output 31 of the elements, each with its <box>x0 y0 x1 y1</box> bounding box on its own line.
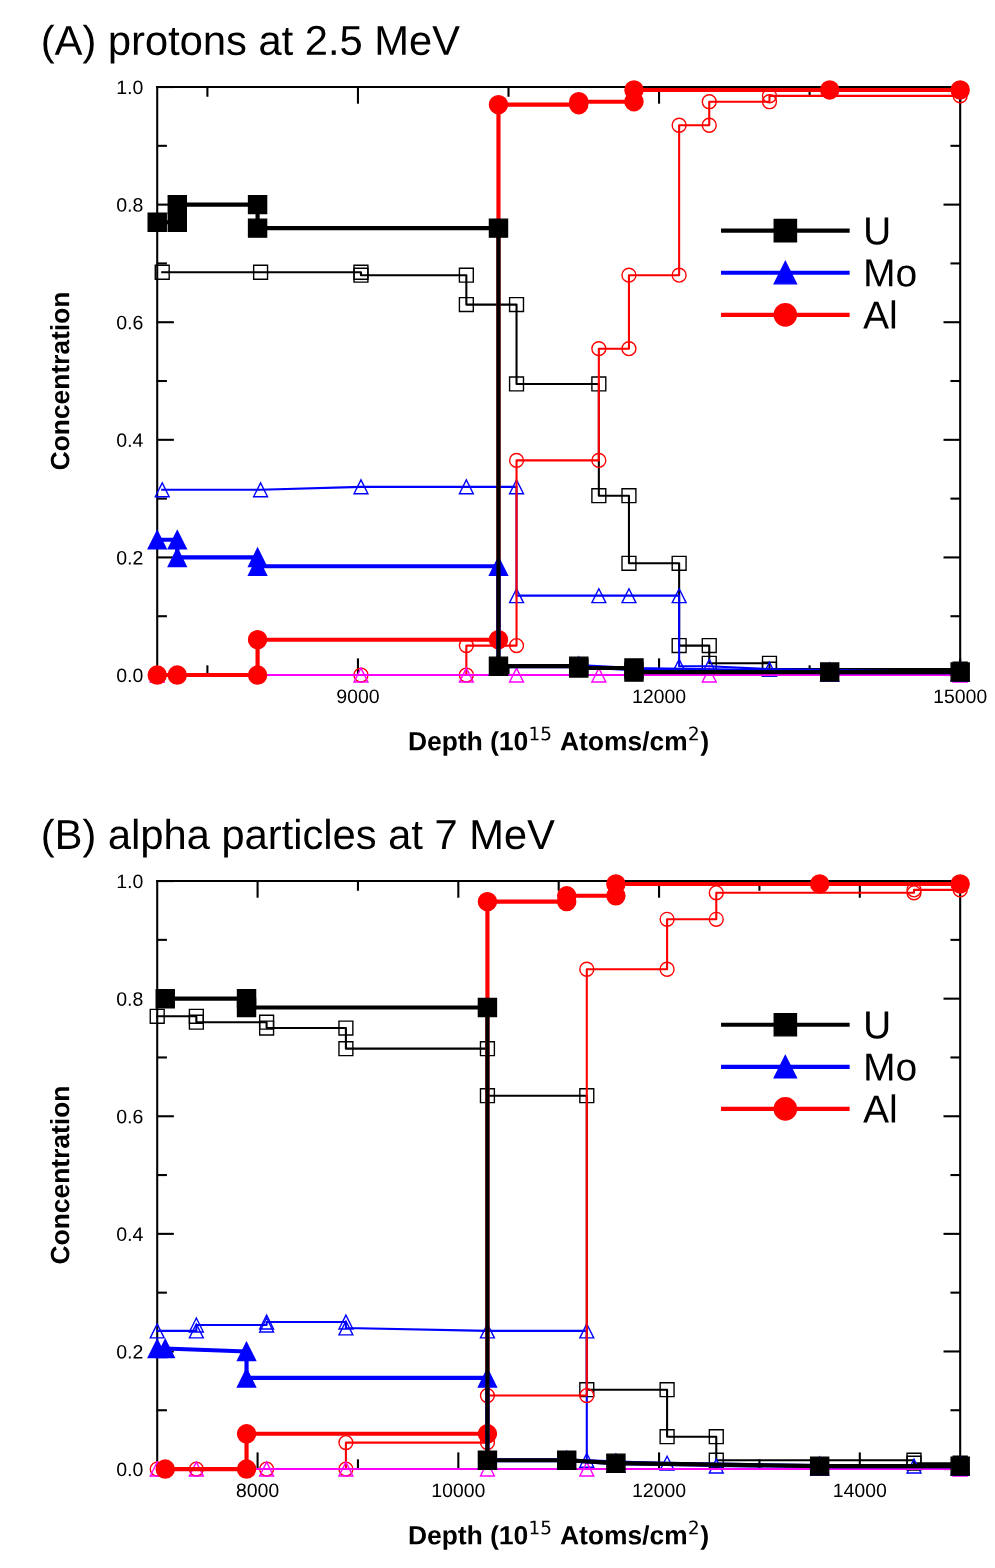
y-tick-label: 0.2 <box>117 1344 143 1359</box>
y-tick-label: 1.0 <box>117 80 143 95</box>
y-tick-label: 0.8 <box>117 198 143 212</box>
legend-label: Al <box>863 1094 896 1123</box>
x-tick-label: 9000 <box>337 689 379 704</box>
legend-label: U <box>866 1011 889 1039</box>
x-tick-label: 15000 <box>934 689 987 704</box>
legend-label: Mo <box>866 1053 916 1081</box>
y-tick-label: 0.6 <box>117 315 143 330</box>
y-axis-title: Concentration <box>50 293 70 470</box>
x-tick-label: 12000 <box>633 689 686 704</box>
x-axis-title: Depth (10$^{15}$ Atoms/cm$^{2}$) <box>409 726 708 756</box>
y-tick-label: 0.0 <box>117 1462 143 1477</box>
y-tick-label: 1.0 <box>117 874 143 889</box>
chart-title: (A) protons at 2.5 MeV <box>43 24 460 64</box>
x-tick-label: 8000 <box>236 1483 279 1498</box>
x-tick-label: 12000 <box>633 1483 686 1498</box>
y-tick-label: 0.0 <box>117 668 143 683</box>
y-tick-label: 0.8 <box>117 992 143 1006</box>
x-tick-label: 14000 <box>834 1483 887 1498</box>
y-tick-label: 0.4 <box>117 433 143 448</box>
x-axis-title: Depth (10$^{15}$ Atoms/cm$^{2}$) <box>409 1520 708 1550</box>
y-axis-title: Concentration <box>50 1087 70 1264</box>
y-tick-label: 0.4 <box>117 1227 143 1242</box>
legend-label: Al <box>863 300 896 329</box>
y-tick-label: 0.2 <box>117 550 143 565</box>
legend-label: U <box>866 217 889 245</box>
legend-label: Mo <box>866 259 916 287</box>
chart-title: (B) alpha particles at 7 MeV <box>43 818 555 858</box>
x-tick-label: 10000 <box>432 1483 485 1498</box>
y-tick-label: 0.6 <box>117 1109 143 1124</box>
